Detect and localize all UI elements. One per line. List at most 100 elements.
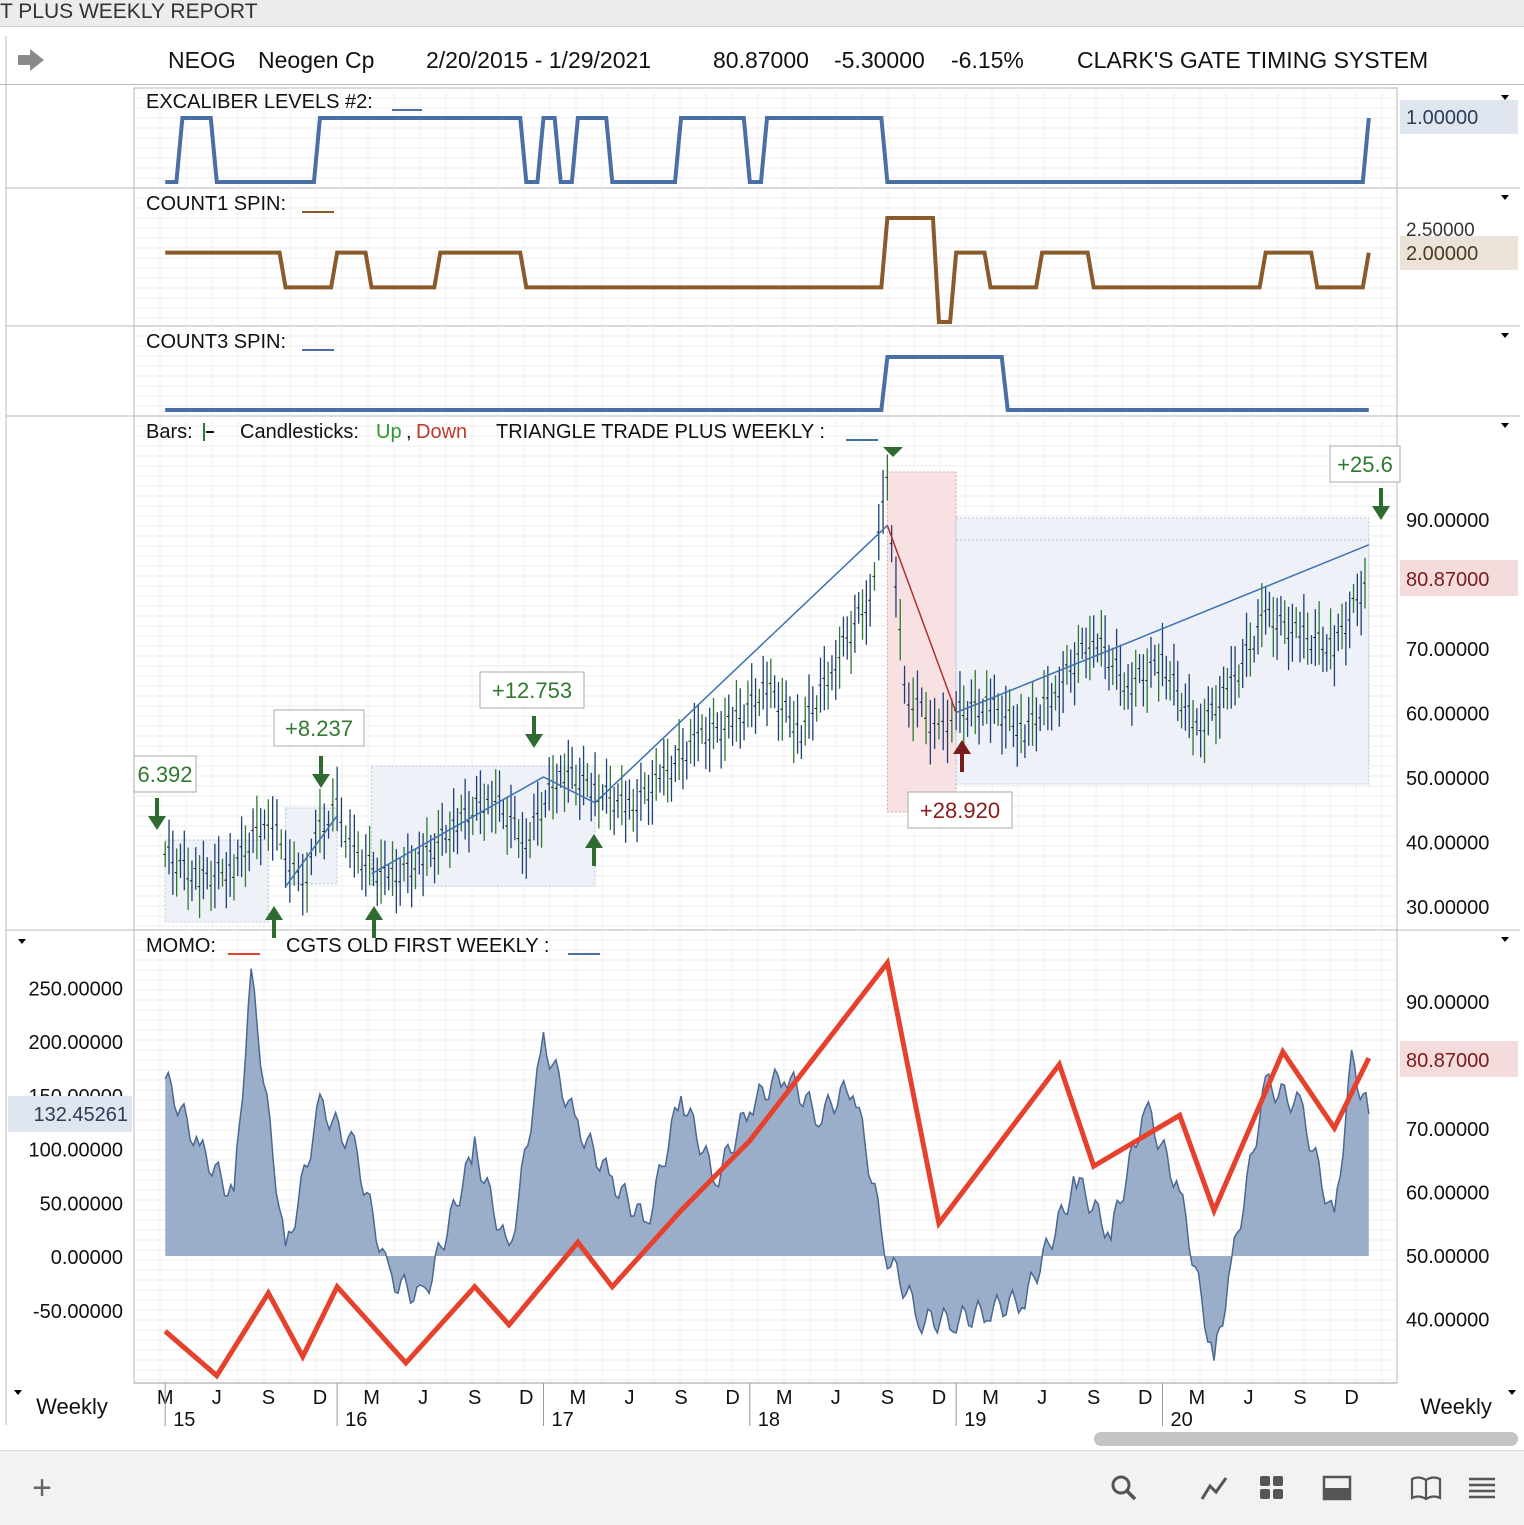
trend-line	[284, 815, 338, 888]
excaliber-value: 1.00000	[1406, 107, 1478, 129]
x-month-label: J	[418, 1387, 428, 1409]
period-menu-icon	[14, 1390, 22, 1395]
x-month-label: J	[1243, 1387, 1253, 1409]
price-tick-label: 70.00000	[1406, 639, 1489, 661]
panel-menu-icon	[1501, 937, 1509, 942]
trade-box	[164, 839, 269, 923]
x-month-label: J	[624, 1387, 634, 1409]
window-title-bar: T PLUS WEEKLY REPORT	[0, 0, 1524, 27]
x-year-label: 15	[173, 1409, 195, 1431]
panel-menu-icon	[1501, 195, 1509, 200]
trade-label: +28.920	[920, 798, 1000, 823]
chart-style-button[interactable]	[1192, 1451, 1236, 1525]
period-menu-icon	[1508, 1390, 1516, 1395]
cgts-right-tick: 40.00000	[1406, 1310, 1489, 1332]
momo-area	[165, 968, 1369, 1361]
x-month-label: S	[881, 1387, 894, 1409]
bottom-toolbar: +	[0, 1450, 1524, 1525]
trend-line	[594, 524, 888, 804]
chart-area: EXCALIBER LEVELS #2: 1.00000 COUNT1 SPIN: 2…	[5, 36, 1520, 1446]
sell-arrow	[525, 716, 543, 748]
sell-arrow	[148, 798, 166, 830]
buy-arrow	[365, 906, 383, 938]
period-right-label: Weekly	[1420, 1394, 1492, 1419]
layout-grid-button[interactable]	[1250, 1451, 1294, 1525]
chart-icon	[1200, 1477, 1228, 1500]
period-left-label: Weekly	[36, 1394, 108, 1419]
search-icon	[1111, 1475, 1137, 1501]
x-month-label: J	[1037, 1387, 1047, 1409]
x-month-label: D	[1344, 1387, 1358, 1409]
x-month-label: M	[982, 1387, 999, 1409]
trade-label-box	[1329, 445, 1401, 483]
company-name: Neogen Cp	[258, 47, 375, 73]
cgts-right-tick: 50.00000	[1406, 1246, 1489, 1268]
candle-down-label: Down	[416, 421, 467, 443]
count1-label: COUNT1 SPIN:	[146, 193, 286, 215]
momo-current-value: 132.45261	[33, 1104, 128, 1126]
cgts-right-tick: 60.00000	[1406, 1183, 1489, 1205]
x-month-label: M	[363, 1387, 380, 1409]
trade-label: 6.392	[137, 762, 192, 787]
cgts-label: CGTS OLD FIRST WEEKLY :	[286, 935, 549, 957]
percent-change: -6.15%	[951, 47, 1024, 73]
count1-line	[165, 216, 1371, 324]
x-month-label: D	[313, 1387, 327, 1409]
candlesticks-label: Candlesticks:	[240, 421, 359, 443]
x-month-label: M	[570, 1387, 587, 1409]
add-button[interactable]: +	[20, 1451, 64, 1525]
arrow-right-icon[interactable]	[16, 48, 46, 72]
cgts-line	[163, 957, 1372, 1380]
book-icon	[1410, 1476, 1442, 1501]
x-year-label: 18	[758, 1409, 780, 1431]
triangle-study-label: TRIANGLE TRADE PLUS WEEKLY :	[496, 421, 825, 443]
last-price: 80.87000	[713, 47, 809, 73]
x-month-label: J	[831, 1387, 841, 1409]
panel-button[interactable]	[1315, 1451, 1359, 1525]
panel-menu-icon	[18, 939, 26, 944]
trend-line	[955, 544, 1370, 714]
sell-arrow	[883, 447, 903, 457]
buy-arrow	[265, 906, 283, 938]
momo-left-tick: 200.00000	[28, 1032, 123, 1054]
momo-current-box	[8, 1096, 132, 1132]
trade-label: +8.237	[285, 716, 353, 741]
trend-line	[371, 776, 596, 875]
price-tick-label: 40.00000	[1406, 833, 1489, 855]
count3-label: COUNT3 SPIN:	[146, 331, 286, 353]
search-button[interactable]	[1102, 1451, 1146, 1525]
price-tick-label: 30.00000	[1406, 897, 1489, 919]
x-month-label: M	[1189, 1387, 1206, 1409]
price-tick-label: 50.00000	[1406, 768, 1489, 790]
grid-icon	[1260, 1476, 1283, 1499]
x-year-label: 16	[345, 1409, 367, 1431]
panel-icon	[1322, 1475, 1352, 1501]
x-month-label: D	[725, 1387, 739, 1409]
trade-label-box	[273, 709, 365, 747]
system-name: CLARK'S GATE TIMING SYSTEM	[1077, 47, 1429, 73]
window-title: T PLUS WEEKLY REPORT	[0, 0, 258, 23]
momo-left-tick: 0.00000	[51, 1247, 123, 1269]
date-range: 2/20/2015 - 1/29/2021	[426, 47, 652, 73]
x-month-label: D	[1138, 1387, 1152, 1409]
x-month-label: S	[262, 1387, 275, 1409]
panel-menu-icon	[1501, 333, 1509, 338]
cgts-last-value: 80.87000	[1406, 1050, 1489, 1072]
buy-arrow	[585, 834, 603, 866]
trade-label: +25.6	[1337, 452, 1393, 477]
x-month-label: S	[468, 1387, 481, 1409]
trade-label-box	[133, 755, 197, 793]
momo-label: MOMO:	[146, 935, 216, 957]
x-year-label: 17	[551, 1409, 573, 1431]
count1-value-box	[1400, 236, 1518, 270]
menu-icon	[1469, 1477, 1495, 1499]
price-tick-label: 60.00000	[1406, 704, 1489, 726]
horizontal-scrollbar[interactable]	[1094, 1432, 1518, 1446]
x-month-label: M	[776, 1387, 793, 1409]
x-month-label: S	[674, 1387, 687, 1409]
count1-upper-tick: 2.50000	[1406, 220, 1475, 241]
book-button[interactable]	[1404, 1451, 1448, 1525]
price-tick-label: 90.00000	[1406, 510, 1489, 532]
menu-button[interactable]	[1460, 1451, 1504, 1525]
trade-label-box	[479, 671, 585, 709]
